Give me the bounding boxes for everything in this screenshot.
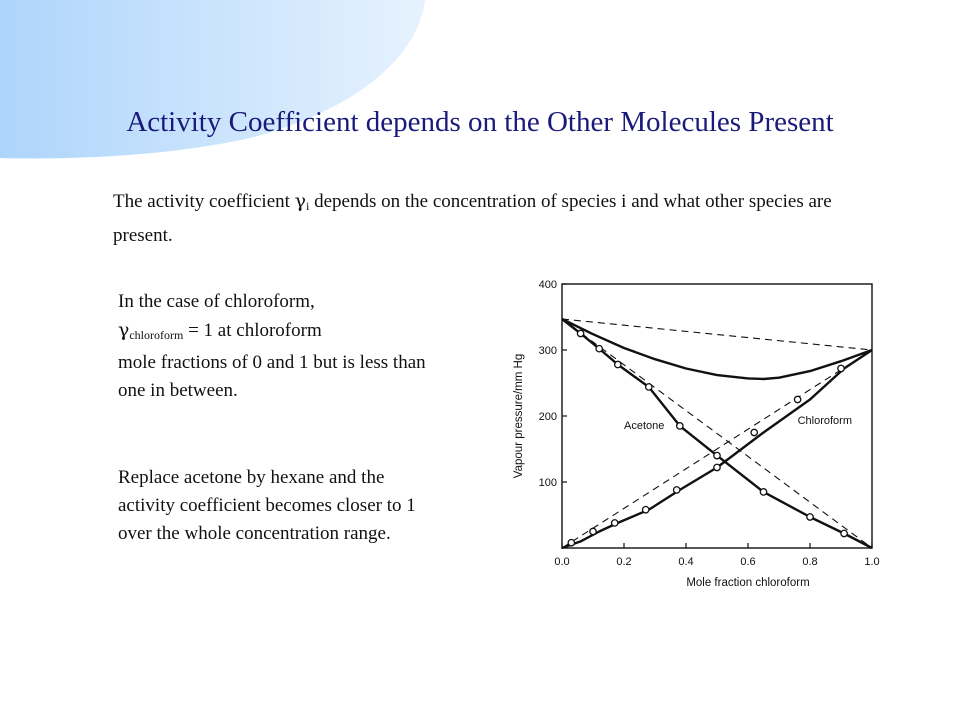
- x-tick-label: 1.0: [864, 556, 879, 568]
- chloroform-data-point: [713, 463, 721, 472]
- vapour-pressure-chart: 0.0 0.2 0.4 0.6 0.8 1.0 100 200 300 400 Mole fract…: [513, 279, 880, 589]
- acetone-data-point: [759, 488, 768, 496]
- acetone-data-point: [644, 383, 653, 391]
- hexane-paragraph: Replace acetone by hexane and the activi…: [118, 467, 416, 544]
- chloroform-data-point: [672, 486, 681, 494]
- y-tick-label: 300: [539, 345, 557, 357]
- intro-text-after: depends on the concentration of species …: [113, 191, 832, 246]
- y-tick-label: 100: [539, 477, 557, 489]
- y-axis-label: Vapour pressure/mm Hg: [513, 354, 525, 478]
- series-total-line: [561, 317, 873, 381]
- gamma-subscript-chloroform: chloroform: [129, 328, 184, 342]
- x-axis-label: Mole fraction chloroform: [686, 577, 809, 589]
- acetone-data-point: [713, 451, 721, 460]
- series-raoult-total-line: [561, 318, 873, 351]
- chloroform-data-point: [589, 527, 597, 536]
- series-raoult-acetone-line: [561, 318, 873, 549]
- acetone-data-point: [675, 422, 684, 430]
- acetone-data-point: [576, 329, 585, 338]
- series-raoult-chloroform-line: [561, 349, 873, 549]
- acetone-data-point: [613, 360, 622, 369]
- acetone-data-point: [840, 529, 848, 538]
- chloroform-data-point: [641, 505, 650, 514]
- acetone-data-point: [806, 513, 814, 521]
- curve-label-acetone: Acetone: [624, 420, 664, 432]
- chloroform-paragraph: In the case of chloroform, γchloroform = …: [118, 288, 428, 405]
- para1-equation-text: = 1 at chloroform: [183, 320, 322, 341]
- intro-paragraph: The activity coefficient γi depends on t…: [113, 186, 873, 251]
- chloroform-data-point: [793, 395, 802, 404]
- intro-text-before: The activity coefficient: [113, 191, 295, 212]
- curve-label-chloroform: Chloroform: [798, 415, 852, 427]
- y-tick-label: 400: [539, 279, 557, 291]
- gamma-symbol: γ: [118, 319, 130, 341]
- x-tick-label: 0.0: [554, 556, 569, 568]
- x-tick-label: 0.2: [616, 556, 631, 568]
- gamma-subscript: i: [306, 199, 310, 213]
- chloroform-data-point: [750, 428, 759, 437]
- gamma-symbol: γ: [294, 190, 307, 212]
- acetone-data-point: [595, 344, 604, 353]
- slide-title: Activity Coefficient depends on the Othe…: [126, 106, 834, 138]
- chloroform-data-point: [567, 538, 576, 547]
- x-tick-label: 0.8: [802, 556, 817, 568]
- chloroform-data-point: [837, 364, 845, 373]
- x-tick-label: 0.4: [678, 556, 693, 568]
- y-tick-label: 200: [539, 411, 557, 423]
- para1-line1: In the case of chloroform,: [118, 291, 315, 312]
- para1-rest: mole fractions of 0 and 1 but is less th…: [118, 352, 426, 401]
- chloroform-data-point: [610, 519, 619, 527]
- x-tick-label: 0.6: [740, 556, 755, 568]
